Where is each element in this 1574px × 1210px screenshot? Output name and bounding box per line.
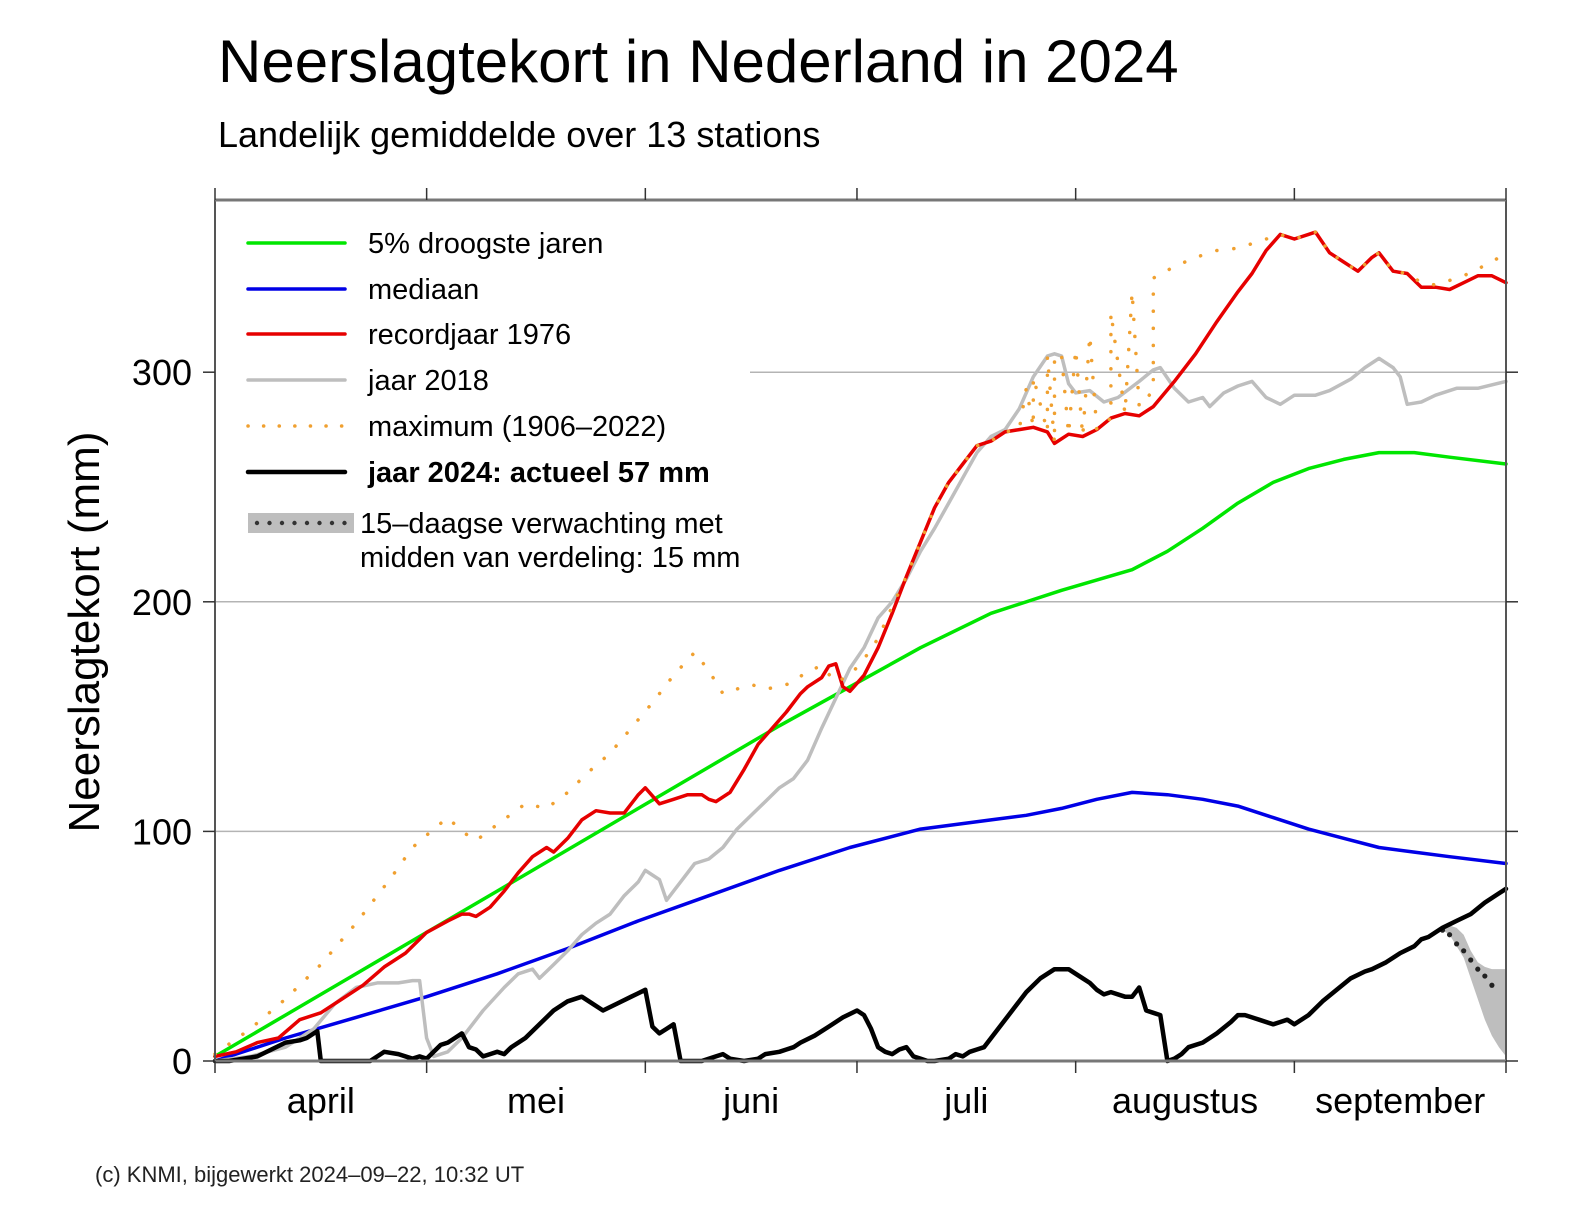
legend-swatch-dot <box>254 520 260 526</box>
legend-label: maximum (1906–2022) <box>368 411 666 443</box>
y-tick-labels: 0 100 200 300 <box>132 352 192 1082</box>
gridlines <box>215 371 1506 833</box>
y-tick-label: 0 <box>172 1041 192 1082</box>
legend-label: jaar 2018 <box>367 365 489 397</box>
x-tick-label: augustus <box>1112 1080 1258 1121</box>
y-tick-label: 200 <box>132 582 192 623</box>
legend-label: 15–daagse verwachting met <box>360 508 723 540</box>
axes <box>203 188 1518 1073</box>
series-line-5-droogste-jaren <box>213 450 1508 1059</box>
forecast-median-point <box>1489 982 1495 988</box>
series-layer <box>212 230 1509 1064</box>
x-tick-label: mei <box>507 1080 565 1121</box>
legend-swatch-dot <box>317 520 322 526</box>
legend-label: recordjaar 1976 <box>368 319 571 351</box>
x-tick-label: september <box>1315 1080 1485 1121</box>
legend-swatch-dot <box>292 520 297 526</box>
legend-label: mediaan <box>368 274 479 306</box>
legend-swatch-dot <box>267 520 272 526</box>
forecast-median-point <box>1461 948 1467 954</box>
series-line-jaar-2024-actueel-57-mm <box>212 886 1509 1064</box>
x-tick-label: juli <box>943 1080 988 1121</box>
chart-title: Neerslagtekort in Nederland in 2024 <box>218 28 1179 95</box>
legend-label: 5% droogste jaren <box>368 228 603 260</box>
x-tick-label: juni <box>722 1080 779 1121</box>
y-axis-label: Neerslagtekort (mm) <box>60 432 109 833</box>
credit-text: (c) KNMI, bijgewerkt 2024–09–22, 10:32 U… <box>95 1162 524 1187</box>
forecast-median-point <box>1446 932 1453 938</box>
series-line-jaar-2018 <box>213 352 1508 1063</box>
forecast-band <box>1442 925 1506 1057</box>
legend-label: midden van verdeling: 15 mm <box>360 542 740 574</box>
series-line-mediaan <box>213 790 1508 1063</box>
forecast-median-point <box>1482 973 1488 979</box>
forecast-median-point <box>1475 966 1481 972</box>
series-line-maximum-1906-2022 <box>213 230 1508 1056</box>
legend-swatch-dot <box>342 520 347 526</box>
series-line-recordjaar-1976 <box>213 230 1508 1059</box>
legend: 5% droogste jaren mediaan recordjaar 1976 j… <box>245 228 740 574</box>
legend-swatch-dot <box>279 520 285 526</box>
forecast-median-point <box>1454 941 1460 947</box>
x-tick-label: april <box>287 1080 355 1121</box>
y-tick-label: 100 <box>132 811 192 852</box>
legend-label: jaar 2024: actueel 57 mm <box>367 457 710 489</box>
forecast-band-layer <box>1439 925 1506 1057</box>
x-tick-labels: april mei juni juli augustus september <box>287 1080 1485 1121</box>
forecast-median-point <box>1468 957 1474 963</box>
legend-swatch-dot <box>304 520 310 526</box>
y-tick-label: 300 <box>132 352 192 393</box>
legend-swatch-dot <box>329 520 335 526</box>
chart-subtitle: Landelijk gemiddelde over 13 stations <box>218 114 820 155</box>
legend-swatch-forecast <box>248 513 354 533</box>
